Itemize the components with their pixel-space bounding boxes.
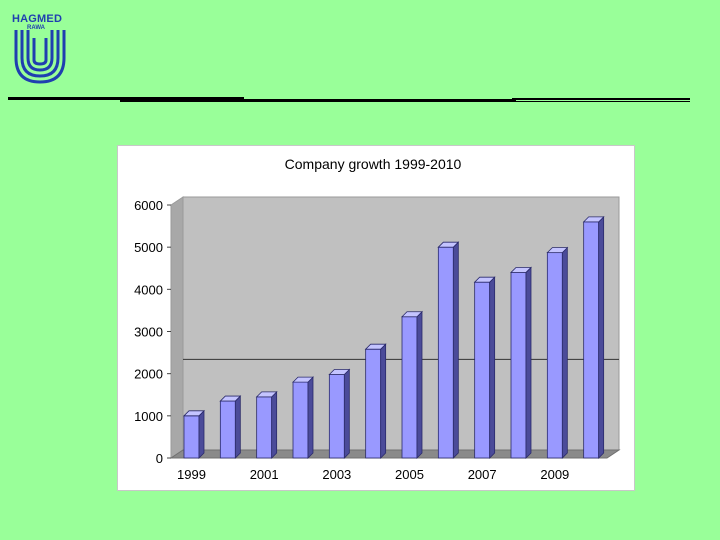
bar-side <box>452 241 459 459</box>
header-rule-3 <box>512 98 690 100</box>
bar-side <box>198 409 205 459</box>
y-axis-tick-label: 0 <box>156 451 163 466</box>
bar-top <box>437 241 460 248</box>
bar-side <box>489 276 496 459</box>
x-axis-tick-label: 2005 <box>395 467 424 482</box>
x-axis-tick-label: 1999 <box>177 467 206 482</box>
y-axis-tick-label: 6000 <box>134 198 163 213</box>
logo-name: HAGMED <box>12 13 63 25</box>
bar-front <box>365 348 382 459</box>
bar-side <box>561 246 568 459</box>
y-axis-tick-label: 3000 <box>134 325 163 340</box>
logo-emblem-icon <box>14 30 66 84</box>
bar-top <box>364 343 387 350</box>
chart-container: 0 1000 2000 3000 4000 5000 6000 1999 2001 2003 200… <box>117 145 635 491</box>
bar-front <box>256 396 273 459</box>
bar-top <box>510 267 532 273</box>
chart-title: Company growth 1999-2010 <box>285 156 462 172</box>
bar-front <box>510 272 527 459</box>
bar-top <box>328 369 351 375</box>
bar-top <box>183 410 205 417</box>
bar-side <box>234 395 241 459</box>
x-axis-tick-label: 2001 <box>250 467 279 482</box>
bar-side <box>343 368 350 459</box>
bar-front <box>328 374 345 459</box>
bar-side <box>525 266 532 459</box>
x-axis-tick-label: 2007 <box>468 467 497 482</box>
bar-chart: 0 1000 2000 3000 4000 5000 6000 1999 2001 2003 200… <box>134 156 621 482</box>
y-axis-tick-label: 1000 <box>134 409 163 424</box>
bar-top <box>255 391 278 398</box>
plot-side-wall <box>170 196 184 459</box>
bar-top <box>292 376 314 383</box>
bar-front <box>401 316 418 459</box>
bar-top <box>401 311 423 318</box>
plot-floor <box>169 449 621 459</box>
bar-front <box>183 415 200 459</box>
header-rule-2 <box>120 99 516 102</box>
x-axis-tick-label: 2003 <box>322 467 351 482</box>
header-rule-1 <box>8 97 244 100</box>
bar-side <box>307 376 314 459</box>
bar-top <box>582 216 605 223</box>
bar-front <box>292 381 309 459</box>
logo-subtext: RAWA <box>27 25 45 31</box>
bar-side <box>271 390 278 459</box>
hagmed-logo <box>10 12 74 92</box>
bar-side <box>598 215 605 459</box>
bar-front <box>219 400 236 459</box>
y-axis-tick-label: 2000 <box>134 367 163 382</box>
header-rule-4 <box>514 101 690 102</box>
bar-top <box>473 276 496 283</box>
bar-front <box>437 246 454 459</box>
bar-top <box>546 247 569 254</box>
y-axis-tick-label: 5000 <box>134 240 163 255</box>
x-axis-tick-label: 2009 <box>540 467 569 482</box>
bar-side <box>416 310 423 459</box>
bar-top <box>219 395 242 402</box>
bar-front <box>546 252 563 459</box>
y-axis-tick-label: 4000 <box>134 282 163 297</box>
bar-side <box>380 343 387 459</box>
bar-front <box>474 281 491 459</box>
bar-front <box>583 221 600 459</box>
